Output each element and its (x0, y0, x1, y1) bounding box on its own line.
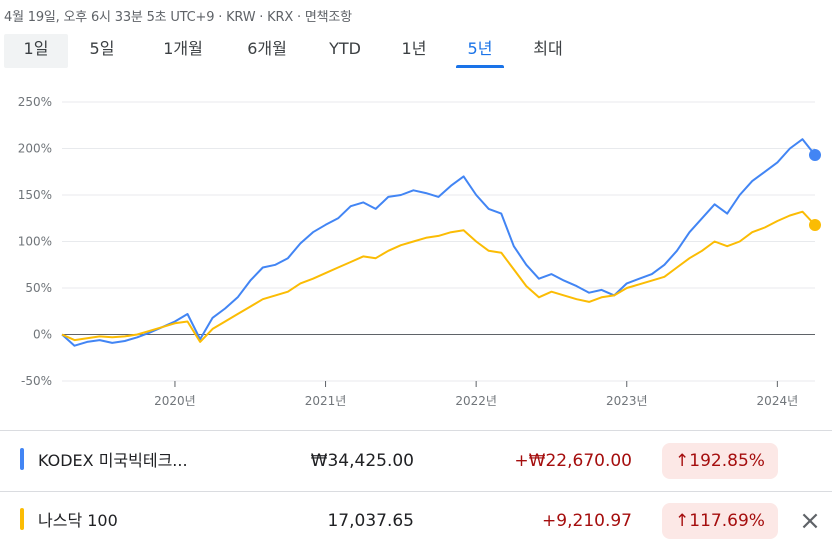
series-line-1 (61, 210, 816, 343)
percent-change-badge: ↑192.85% (662, 443, 778, 479)
security-name: 나스닥 100 (38, 511, 118, 530)
divider-middle (0, 491, 832, 492)
x-tick-label: 2020년 (154, 394, 196, 408)
percent-change-value: 192.85% (689, 451, 765, 471)
range-tabs: 1일 5일 1개월 6개월 YTD 1년 5년 최대 (0, 34, 600, 68)
tab-1d[interactable]: 1일 (4, 34, 68, 68)
y-tick-label: 250% (18, 95, 52, 109)
y-tick-label: 100% (18, 235, 52, 249)
security-name: KODEX 미국빅테크... (38, 451, 188, 470)
divider-top (0, 430, 832, 431)
tab-6m[interactable]: 6개월 (247, 39, 287, 58)
up-arrow-icon: ↑ (675, 511, 690, 531)
price-chart[interactable]: 250% 200% 150% 100% 50% 0% -50% 2020년 2021년 2022… (0, 86, 832, 426)
y-tick-label: 200% (18, 142, 52, 156)
comparison-row[interactable]: 나스닥 100 17,037.65 +9,210.97 ↑117.69% × (0, 492, 832, 550)
tab-5y-label: 5년 (467, 39, 493, 58)
y-tick-label: 0% (33, 328, 52, 342)
x-tick-label: 2024년 (757, 394, 799, 408)
status-line: 4월 19일, 오후 6시 33분 5초 UTC+9 · KRW · KRX ·… (4, 10, 352, 25)
percent-change-value: 117.69% (689, 511, 765, 531)
tab-5y[interactable]: 5년 (456, 34, 504, 68)
tab-5d[interactable]: 5일 (89, 39, 115, 58)
y-tick-label: 50% (25, 281, 52, 295)
series-color-marker (20, 448, 24, 470)
chart-series (61, 138, 821, 347)
x-tick-label: 2022년 (455, 394, 497, 408)
security-price: 17,037.65 (327, 511, 414, 531)
security-change: +9,210.97 (542, 511, 632, 531)
remove-comparison-close-icon[interactable]: × (799, 506, 821, 536)
active-tab-underline (456, 65, 504, 68)
tab-max[interactable]: 최대 (533, 39, 563, 58)
series-end-point-0 (809, 149, 821, 162)
series-color-marker (20, 508, 24, 530)
chart-grid: 250% 200% 150% 100% 50% 0% -50% (18, 95, 815, 388)
series-line-0 (61, 138, 816, 347)
series-end-point-1 (809, 219, 821, 232)
security-change: +₩22,670.00 (514, 451, 632, 471)
y-tick-label: 150% (18, 188, 52, 202)
percent-change-badge: ↑117.69% (662, 503, 778, 539)
security-price: ₩34,425.00 (310, 451, 414, 471)
tab-ytd[interactable]: YTD (329, 39, 361, 58)
chart-x-axis: 2020년 2021년 2022년 2023년 2024년 (154, 381, 798, 408)
tab-1y[interactable]: 1년 (401, 39, 427, 58)
comparison-row[interactable]: KODEX 미국빅테크... ₩34,425.00 +₩22,670.00 ↑1… (0, 432, 832, 490)
tab-1m[interactable]: 1개월 (163, 39, 203, 58)
x-tick-label: 2023년 (606, 394, 648, 408)
x-tick-label: 2021년 (305, 394, 347, 408)
up-arrow-icon: ↑ (675, 451, 690, 471)
y-tick-label: -50% (21, 374, 52, 388)
